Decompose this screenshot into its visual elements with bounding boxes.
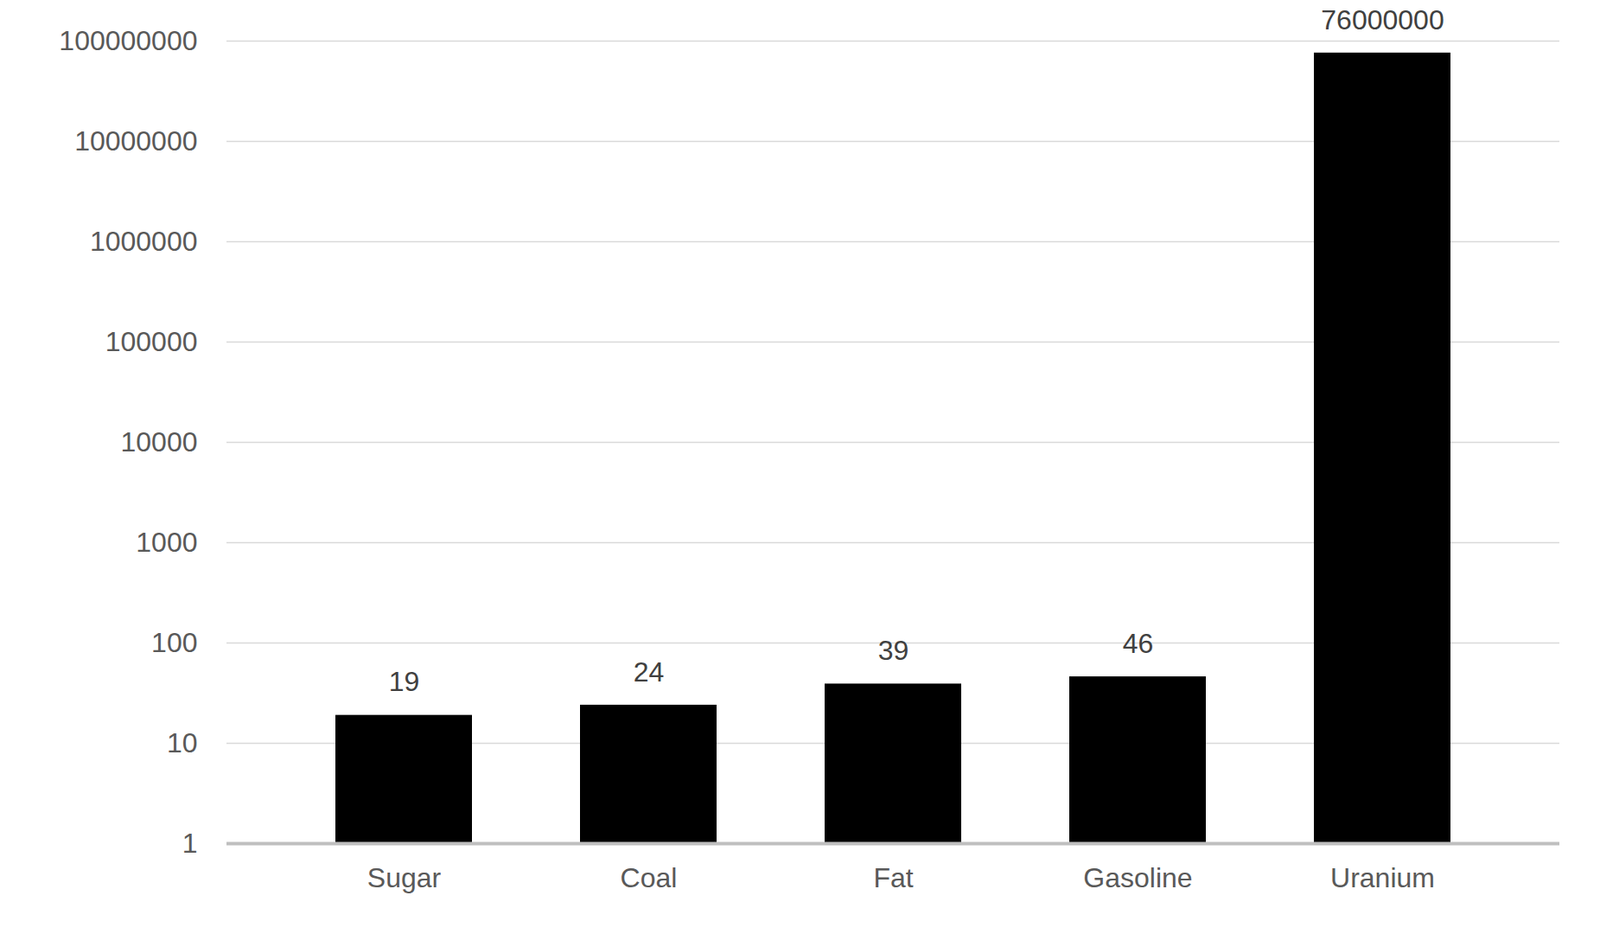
svg-text:39: 39: [878, 634, 910, 666]
svg-text:Gasoline: Gasoline: [1083, 861, 1193, 893]
svg-text:1000: 1000: [135, 526, 198, 558]
svg-text:1: 1: [182, 827, 198, 859]
svg-text:100000000: 100000000: [58, 25, 198, 57]
svg-text:Fat: Fat: [873, 861, 913, 893]
svg-text:19: 19: [388, 665, 421, 697]
svg-text:10000000: 10000000: [74, 125, 198, 157]
svg-text:76000000: 76000000: [1320, 4, 1444, 36]
svg-text:10000: 10000: [121, 426, 198, 458]
svg-text:24: 24: [633, 656, 665, 688]
svg-text:1000000: 1000000: [89, 225, 198, 257]
svg-text:10: 10: [166, 726, 198, 759]
svg-text:Sugar: Sugar: [367, 861, 442, 893]
svg-text:100000: 100000: [105, 325, 198, 357]
svg-text:Uranium: Uranium: [1330, 861, 1435, 893]
svg-text:Coal: Coal: [620, 861, 678, 893]
svg-text:46: 46: [1122, 627, 1154, 659]
svg-text:100: 100: [151, 626, 198, 658]
